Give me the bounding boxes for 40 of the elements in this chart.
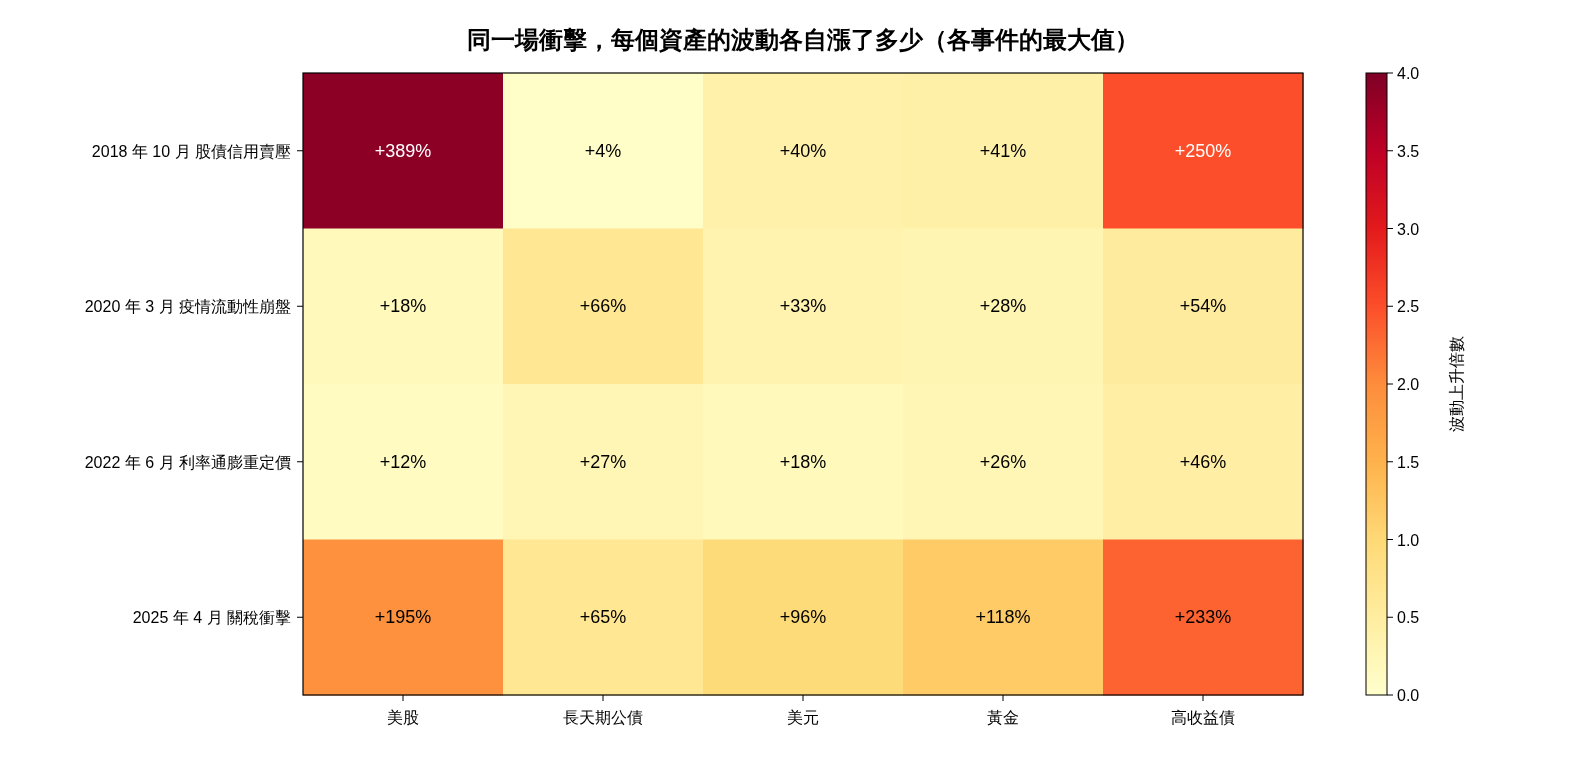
data-label: +54% <box>1179 296 1227 317</box>
x-tick-label: 美元 <box>787 709 819 726</box>
x-tick-label: 高收益債 <box>1171 709 1235 726</box>
color-bar-label: 4.0 <box>1397 65 1420 82</box>
data-label: +195% <box>374 607 432 628</box>
data-label: +233% <box>1174 607 1232 628</box>
data-label: +28% <box>979 296 1027 317</box>
data-label: +4% <box>584 140 622 161</box>
data-label: +41% <box>979 140 1027 161</box>
color-bar-label: 2.5 <box>1397 298 1420 316</box>
color-bar-label: 0.5 <box>1397 609 1420 627</box>
data-label: +18% <box>779 451 827 472</box>
data-label: +66% <box>579 296 627 317</box>
x-tick-label: 長天期公債 <box>563 709 643 726</box>
data-label: +27% <box>579 451 627 472</box>
data-label: +389% <box>374 140 432 161</box>
chart-title: 同一場衝擊，每個資產的波動各自漲了多少（各事件的最大值） <box>467 26 1139 53</box>
color-bar-label: 2.0 <box>1397 376 1420 393</box>
data-label: +40% <box>779 140 827 161</box>
color-bar-label: 0.0 <box>1397 687 1420 704</box>
data-label: +118% <box>975 607 1031 628</box>
y-tick-label: 2025 年 4 月 關稅衝擊 <box>132 609 291 627</box>
data-label: +12% <box>379 451 427 472</box>
data-label: +18% <box>379 296 427 317</box>
color-bar-label: 3.5 <box>1397 142 1420 160</box>
x-tick-label: 黃金 <box>987 709 1019 726</box>
data-label: +65% <box>579 607 627 628</box>
data-label: +33% <box>779 296 827 317</box>
data-label: +26% <box>979 451 1027 472</box>
color-bar-label: 1.0 <box>1397 531 1420 549</box>
x-tick-label: 美股 <box>387 709 419 726</box>
y-tick-label: 2020 年 3 月 疫情流動性崩盤 <box>84 298 291 316</box>
color-bar-title: 波動上升倍數 <box>1448 336 1465 432</box>
data-label: +46% <box>1179 451 1227 472</box>
y-tick-label: 2022 年 6 月 利率通膨重定價 <box>84 453 291 471</box>
color-bar-label: 1.5 <box>1397 453 1420 471</box>
data-label: +250% <box>1174 140 1232 161</box>
data-label: +96% <box>779 607 827 628</box>
color-bar-label: 3.0 <box>1397 220 1420 238</box>
y-tick-label: 2018 年 10 月 股債信用賣壓 <box>91 142 291 160</box>
